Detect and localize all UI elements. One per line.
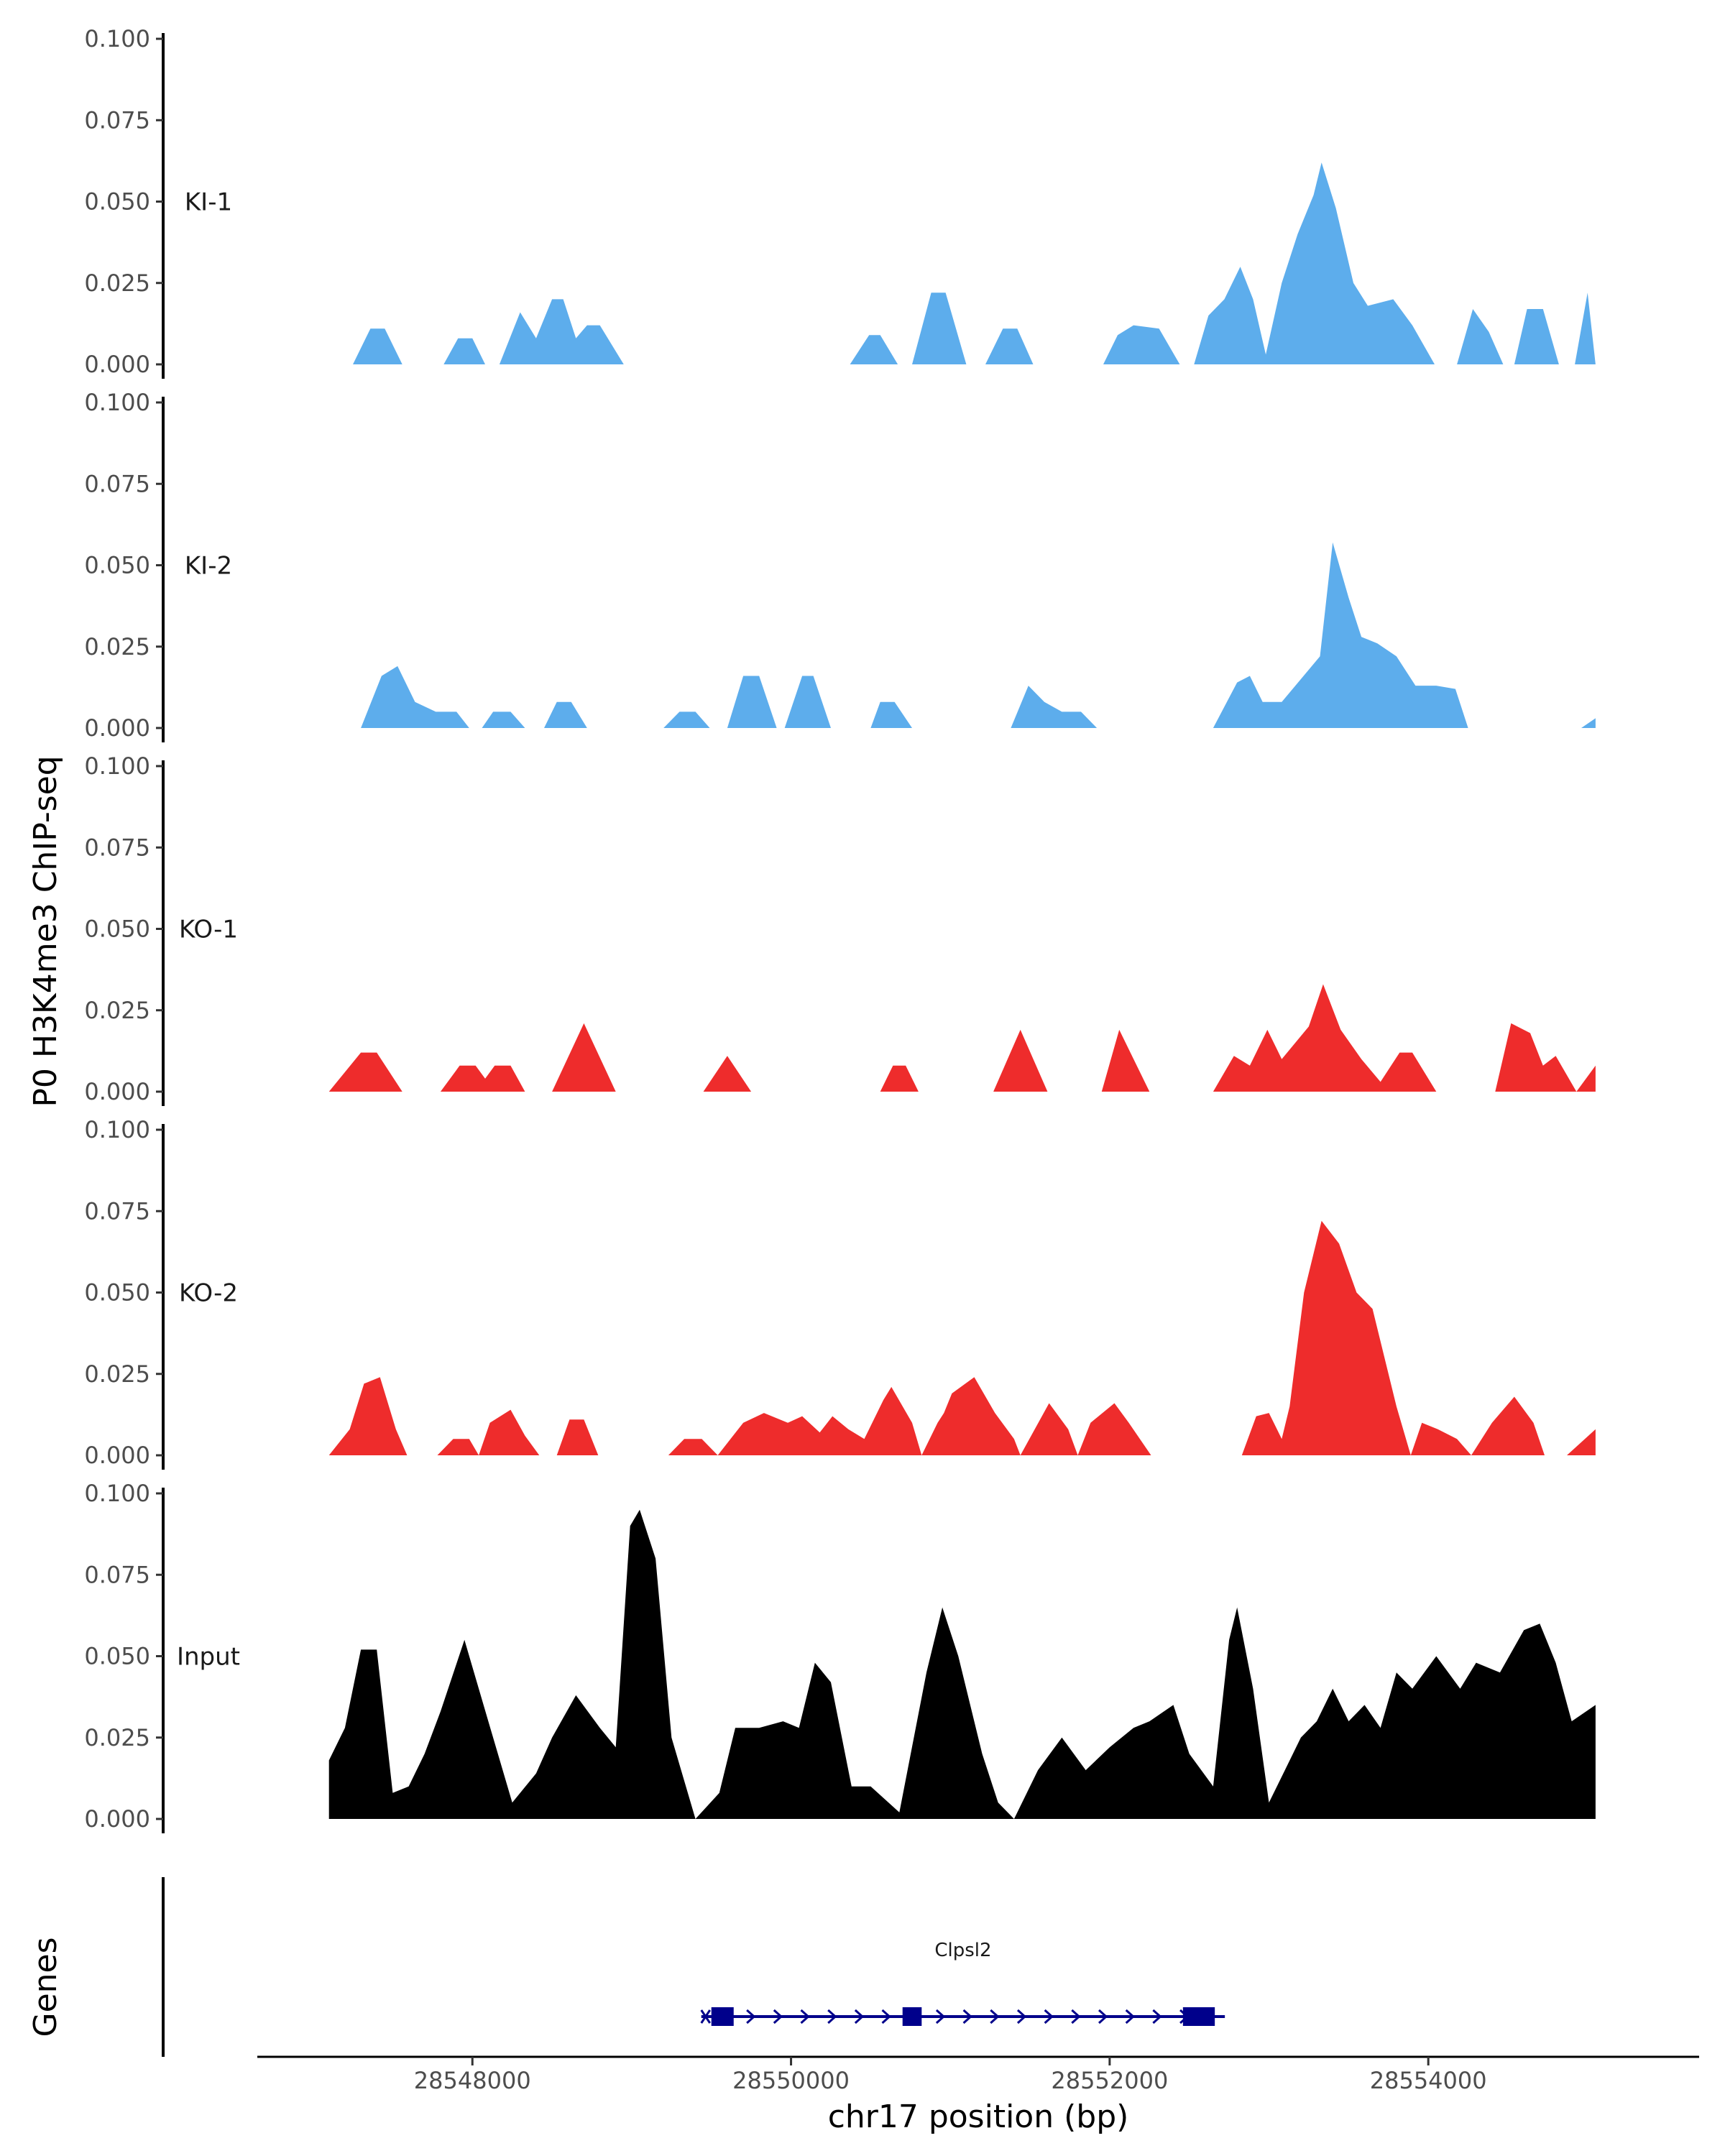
gene-start-mark [700,2009,711,2024]
y-tick-label: 0.100 [84,389,150,416]
x-axis-title: chr17 position (bp) [828,2099,1129,2135]
strand-arrow [746,2009,756,2024]
coverage-area [361,542,1596,728]
y-tick-label: 0.000 [84,714,150,742]
x-tick-label: 28550000 [732,2067,850,2094]
strand-arrow [1016,2009,1027,2024]
y-tick-label: 0.050 [84,916,150,943]
y-tick-label: 0.050 [84,552,150,579]
y-tick-label: 0.100 [84,1480,150,1507]
track-ko-1: 0.000 0.025 0.050 0.075 0.100 KO-1 [84,752,1596,1106]
y-tick-label: 0.050 [84,1643,150,1670]
strand-arrow [1125,2009,1135,2024]
track-ki-1: 0.000 0.025 0.050 0.075 0.100 KI-1 [84,25,1596,379]
y-tick-label: 0.000 [84,1442,150,1469]
y-tick-label: 0.025 [84,270,150,297]
y-axis-title: P0 H3K4me3 ChIP-seq [27,755,64,1107]
strand-arrow [773,2009,783,2024]
y-tick-label: 0.100 [84,1116,150,1143]
strand-arrow [1071,2009,1081,2024]
y-tick-label: 0.075 [84,1561,150,1588]
track-ko-2: 0.000 0.025 0.050 0.075 0.100 KO-2 [84,1116,1596,1470]
exon-box [711,2007,734,2026]
y-tick-label: 0.025 [84,633,150,660]
y-tick-label: 0.100 [84,25,150,52]
y-tick-label: 0.075 [84,834,150,861]
track-input: 0.000 0.025 0.050 0.075 0.100 Input [84,1480,1596,1833]
track-label: KO-2 [179,1279,238,1308]
strand-arrow [962,2009,972,2024]
y-tick-label: 0.000 [84,351,150,378]
y-tick-label: 0.025 [84,1724,150,1751]
y-tick-label: 0.100 [84,752,150,780]
y-tick-label: 0.000 [84,1805,150,1833]
track-label: KO-1 [179,916,238,944]
coverage-area [328,984,1596,1092]
coverage-area [328,1220,1596,1455]
strand-arrow [800,2009,810,2024]
y-tick-label: 0.050 [84,1279,150,1307]
strand-arrow [854,2009,865,2024]
track-panels: 0.0000.0250.0500.0750.100KI-10.0000.0250… [84,25,1596,1833]
strand-arrow [990,2009,1000,2024]
strand-arrow [827,2009,837,2024]
track-label: Input [177,1643,240,1672]
coverage-area [353,162,1596,364]
strand-arrow [881,2009,891,2024]
strand-arrow [1098,2009,1108,2024]
y-tick-label: 0.025 [84,1360,150,1388]
genes-panel: Genes Clpsl2 [27,1877,1225,2057]
y-tick-label: 0.050 [84,188,150,216]
track-label: KI-2 [185,552,232,581]
x-tick-label: 28554000 [1370,2067,1487,2094]
x-tick-label: 28548000 [414,2067,531,2094]
y-tick-label: 0.000 [84,1078,150,1105]
y-tick-label: 0.075 [84,1197,150,1225]
coverage-area [328,1509,1596,1819]
track-ki-2: 0.000 0.025 0.050 0.075 0.100 KI-2 [84,389,1596,742]
y-tick-label: 0.075 [84,470,150,497]
gene-label: Clpsl2 [934,1940,991,1961]
track-label: KI-1 [185,188,232,217]
x-tick-label: 28552000 [1051,2067,1168,2094]
strand-arrow [1044,2009,1054,2024]
exon-box [902,2007,922,2026]
y-tick-label: 0.025 [84,997,150,1024]
x-axis: chr17 position (bp) 28548000 28550000 2855… [257,2055,1699,2135]
genes-axis-title: Genes [27,1937,64,2037]
exon-box [1182,2007,1215,2026]
strand-arrow [935,2009,946,2024]
gene-model: Clpsl2 [700,1940,1225,2026]
y-tick-label: 0.075 [84,106,150,134]
strand-arrow [1152,2009,1162,2024]
